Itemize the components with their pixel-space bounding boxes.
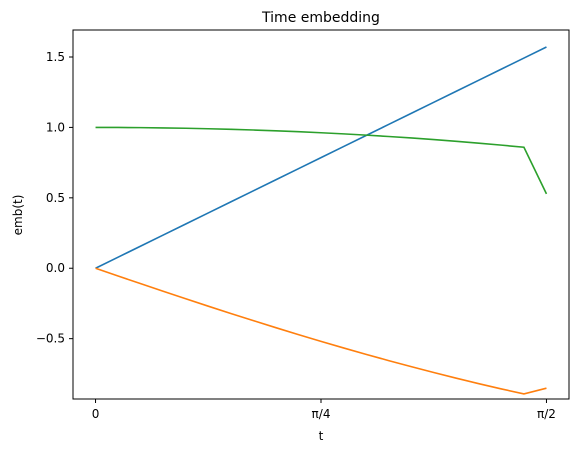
y-axis-label: emb(t) xyxy=(11,195,25,236)
x-axis: 0 π/4 π/2 xyxy=(92,399,556,421)
y-tick-label: −0.5 xyxy=(36,332,65,346)
plot-frame xyxy=(72,29,570,400)
series-line-3 xyxy=(95,126,548,195)
x-axis-label: t xyxy=(319,429,324,443)
y-tick-label: 1.0 xyxy=(46,120,65,134)
plot-series xyxy=(95,46,548,395)
series-line-1 xyxy=(95,46,547,269)
x-tick-label: 0 xyxy=(92,407,100,421)
series-line-2 xyxy=(95,267,547,395)
chart-title: Time embedding xyxy=(261,10,380,26)
x-tick-label: π/2 xyxy=(537,407,556,421)
y-tick-label: 0.5 xyxy=(46,191,65,205)
x-tick-label: π/4 xyxy=(312,407,331,421)
y-tick-label: 1.5 xyxy=(46,50,65,64)
y-axis: −0.5 0.0 0.5 1.0 1.5 xyxy=(36,50,73,346)
y-tick-label: 0.0 xyxy=(46,261,65,275)
